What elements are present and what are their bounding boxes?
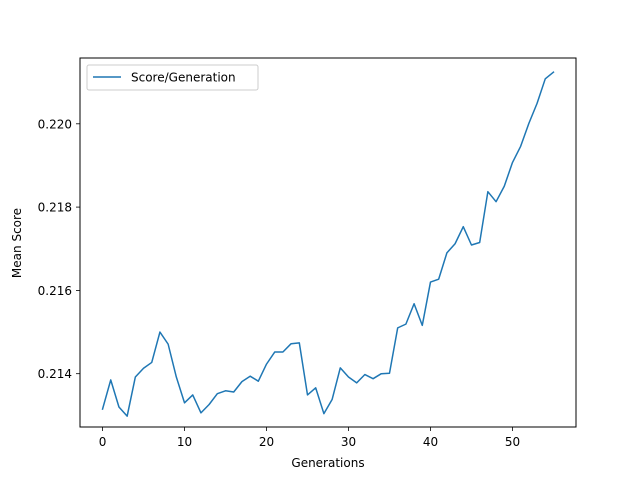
legend-entry: Score/Generation <box>131 71 236 85</box>
y-tick-label: 0.220 <box>38 117 72 131</box>
series-layer <box>101 71 555 417</box>
x-axis-label: Generations <box>291 456 364 470</box>
x-tick-label: 40 <box>423 435 438 449</box>
series-line-0 <box>101 71 555 417</box>
plot-background <box>80 58 576 427</box>
y-tick-label: 0.214 <box>38 367 72 381</box>
legend: Score/Generation <box>86 64 259 91</box>
legend-box <box>86 64 259 91</box>
x-tick-label: 20 <box>259 435 274 449</box>
x-tick-label: 50 <box>505 435 520 449</box>
y-tick-label: 0.218 <box>38 201 72 215</box>
x-axis-ticks: 0 10 20 30 40 50 <box>99 427 520 449</box>
plot-frame <box>79 57 577 428</box>
y-axis-label: Mean Score <box>10 208 24 278</box>
x-tick-label: 30 <box>341 435 356 449</box>
y-axis-ticks: 0.214 0.216 0.218 0.220 <box>38 117 80 381</box>
y-tick-label: 0.216 <box>38 284 72 298</box>
x-tick-label: 0 <box>99 435 107 449</box>
x-tick-label: 10 <box>177 435 192 449</box>
